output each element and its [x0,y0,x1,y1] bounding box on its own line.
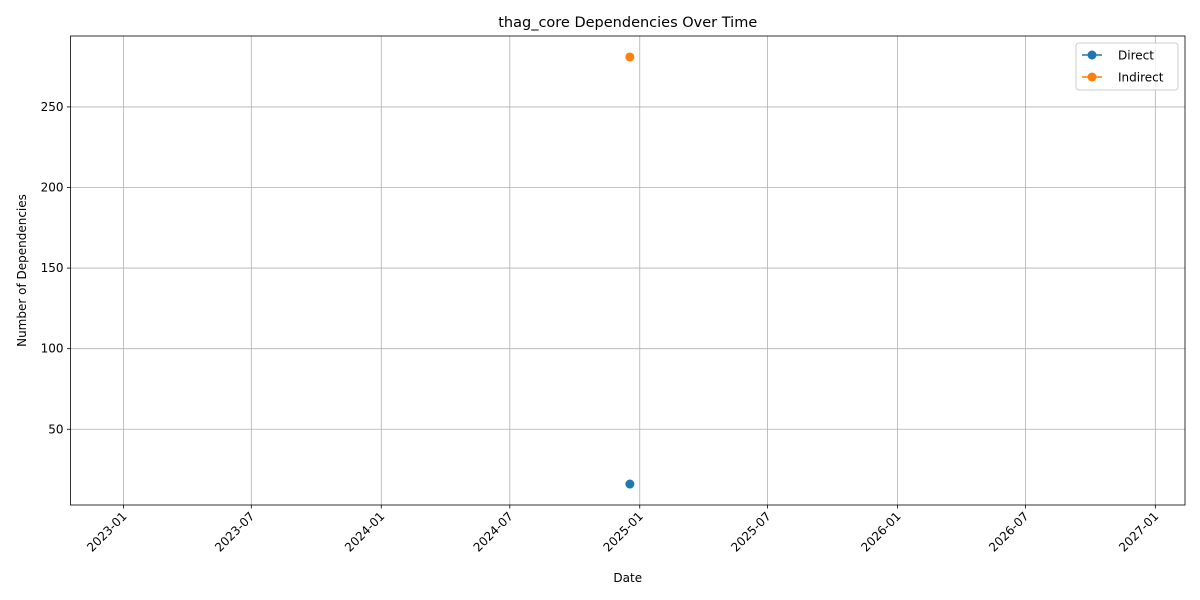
legend-marker-indirect [1087,72,1097,82]
chart-title: thag_core Dependencies Over Time [498,15,757,31]
y-tick-label: 150 [41,261,64,275]
y-tick-label: 200 [41,180,64,194]
x-tick-label: 2025-07 [728,509,773,554]
x-tick-label: 2023-07 [212,509,257,554]
legend-label-indirect: Indirect [1118,71,1164,85]
y-tick-label: 100 [41,342,64,356]
x-tick-label: 2026-01 [858,509,903,554]
legend: Direct Indirect [1075,42,1179,91]
x-tick-label: 2025-01 [601,509,646,554]
legend-label-direct: Direct [1118,49,1154,63]
data-point-direct [625,479,635,489]
data-point-indirect [625,52,635,62]
plot-frame [70,35,1186,506]
series-layer [625,52,635,489]
legend-marker-direct [1087,50,1097,60]
x-tick-label: 2023-01 [84,509,129,554]
x-tick-label: 2027-01 [1116,509,1161,554]
x-axis-ticks: 2023-01 2023-07 2024-01 2024-07 2025-01 2025-… [84,505,1161,555]
y-axis-ticks: 50 100 150 200 250 [41,100,71,436]
x-tick-label: 2026-07 [986,509,1031,554]
x-tick-label: 2024-01 [342,509,387,554]
y-axis-label: Number of Dependencies [15,194,29,347]
plot-area [70,36,1185,505]
y-tick-label: 50 [48,422,63,436]
y-tick-label: 250 [41,100,64,114]
x-axis-label: Date [613,571,642,585]
grid [70,36,1185,505]
x-tick-label: 2024-07 [471,509,516,554]
